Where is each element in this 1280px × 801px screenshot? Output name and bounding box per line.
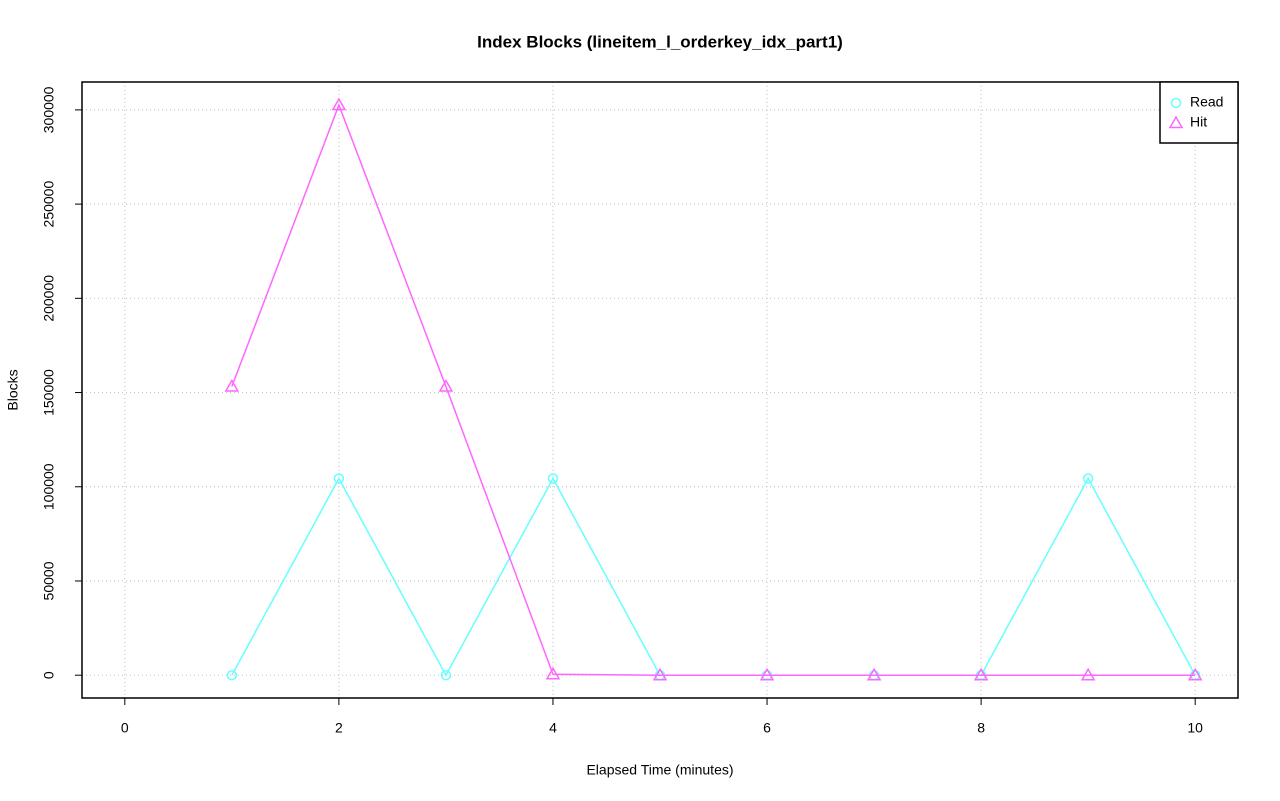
y-tick-label: 300000 <box>41 86 57 133</box>
data-point <box>973 667 989 681</box>
data-point <box>224 379 240 392</box>
legend: Read Hit <box>1159 81 1239 144</box>
x-axis-label: Elapsed Time (minutes) <box>586 762 733 778</box>
data-point <box>759 667 775 681</box>
legend-marker <box>1170 97 1182 109</box>
legend-label: Hit <box>1190 114 1207 130</box>
data-point <box>438 379 454 392</box>
y-tick-label: 50000 <box>41 561 57 600</box>
data-point <box>1080 667 1096 681</box>
x-tick-label: 6 <box>763 720 771 736</box>
y-tick-label: 250000 <box>41 181 57 228</box>
data-point <box>547 473 559 484</box>
data-point <box>652 667 668 681</box>
chart-title: Index Blocks (lineitem_l_orderkey_idx_pa… <box>477 32 843 51</box>
data-point <box>1082 473 1094 484</box>
y-tick-label: 200000 <box>41 275 57 322</box>
data-point <box>226 669 238 681</box>
legend-marker <box>1168 115 1184 129</box>
y-tick-label: 0 <box>41 671 57 679</box>
y-tick-label: 150000 <box>41 369 57 416</box>
legend-box <box>1159 81 1239 144</box>
x-tick-label: 4 <box>549 720 557 736</box>
x-tick-label: 2 <box>335 720 343 736</box>
x-tick-label: 10 <box>1187 720 1203 736</box>
y-tick-label: 100000 <box>41 463 57 510</box>
y-axis-label: Blocks <box>5 369 21 410</box>
series-line <box>231 102 1196 676</box>
x-tick-label: 8 <box>977 720 985 736</box>
data-point <box>866 667 882 681</box>
data-point <box>331 97 347 111</box>
data-point <box>1187 667 1203 681</box>
plot-frame <box>81 81 1239 699</box>
data-point <box>545 666 561 680</box>
data-point <box>440 669 452 681</box>
x-tick-label: 0 <box>121 720 129 736</box>
data-point <box>333 473 345 484</box>
legend-label: Read <box>1190 94 1223 110</box>
series-line <box>231 476 1196 677</box>
